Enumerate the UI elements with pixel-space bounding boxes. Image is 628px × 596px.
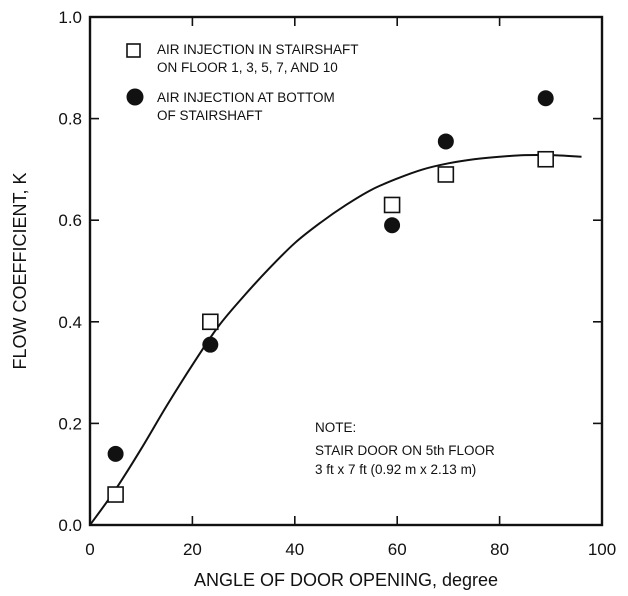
axis-ticks bbox=[89, 16, 603, 526]
x-tick-label: 40 bbox=[285, 540, 304, 559]
y-axis-title: FLOW COEFFICIENT, K bbox=[10, 172, 30, 369]
filled-circle-point bbox=[437, 133, 454, 150]
open-square-point bbox=[202, 313, 219, 331]
note-line-1: STAIR DOOR ON 5th FLOOR bbox=[315, 443, 495, 458]
y-tick-labels: 0.0 0.2 0.4 0.6 0.8 1.0 bbox=[58, 8, 82, 535]
data-points bbox=[107, 90, 554, 503]
y-tick-label: 0.0 bbox=[58, 516, 82, 535]
y-tick-label: 0.8 bbox=[58, 110, 82, 129]
legend-filled-circle-marker bbox=[126, 88, 144, 106]
x-axis-title: ANGLE OF DOOR OPENING, degree bbox=[194, 570, 498, 590]
legend-label-line-4: OF STAIRSHAFT bbox=[157, 108, 263, 123]
note-title: NOTE: bbox=[315, 420, 356, 435]
filled-circle-point bbox=[384, 217, 401, 234]
x-tick-label: 80 bbox=[490, 540, 509, 559]
open-square-point bbox=[107, 486, 124, 503]
filled-circle-point bbox=[537, 90, 554, 107]
note-line-2: 3 ft x 7 ft (0.92 m x 2.13 m) bbox=[315, 462, 476, 477]
y-tick-label: 1.0 bbox=[58, 8, 82, 27]
x-tick-label: 100 bbox=[588, 540, 616, 559]
open-square-point bbox=[383, 196, 401, 214]
y-tick-label: 0.4 bbox=[58, 313, 82, 332]
legend: AIR INJECTION IN STAIRSHAFT ON FLOOR 1, … bbox=[126, 42, 359, 123]
x-tick-label: 20 bbox=[183, 540, 202, 559]
x-tick-label: 0 bbox=[85, 540, 94, 559]
x-tick-labels: 0 20 40 60 80 100 bbox=[85, 540, 616, 559]
open-square-point bbox=[437, 166, 455, 183]
legend-label-line-1: AIR INJECTION IN STAIRSHAFT bbox=[157, 42, 359, 57]
y-tick-label: 0.6 bbox=[58, 211, 82, 230]
filled-circle-point bbox=[107, 445, 124, 462]
note: NOTE: STAIR DOOR ON 5th FLOOR 3 ft x 7 f… bbox=[315, 420, 495, 477]
filled-circle-point bbox=[202, 336, 219, 353]
y-tick-label: 0.2 bbox=[58, 414, 82, 433]
fit-curve bbox=[89, 153, 582, 526]
legend-label-line-3: AIR INJECTION AT BOTTOM bbox=[157, 90, 335, 105]
legend-label-line-2: ON FLOOR 1, 3, 5, 7, AND 10 bbox=[157, 60, 338, 75]
plot-frame bbox=[88, 15, 604, 527]
x-tick-label: 60 bbox=[388, 540, 407, 559]
legend-open-square-marker bbox=[126, 43, 141, 58]
open-square-point bbox=[537, 150, 554, 168]
